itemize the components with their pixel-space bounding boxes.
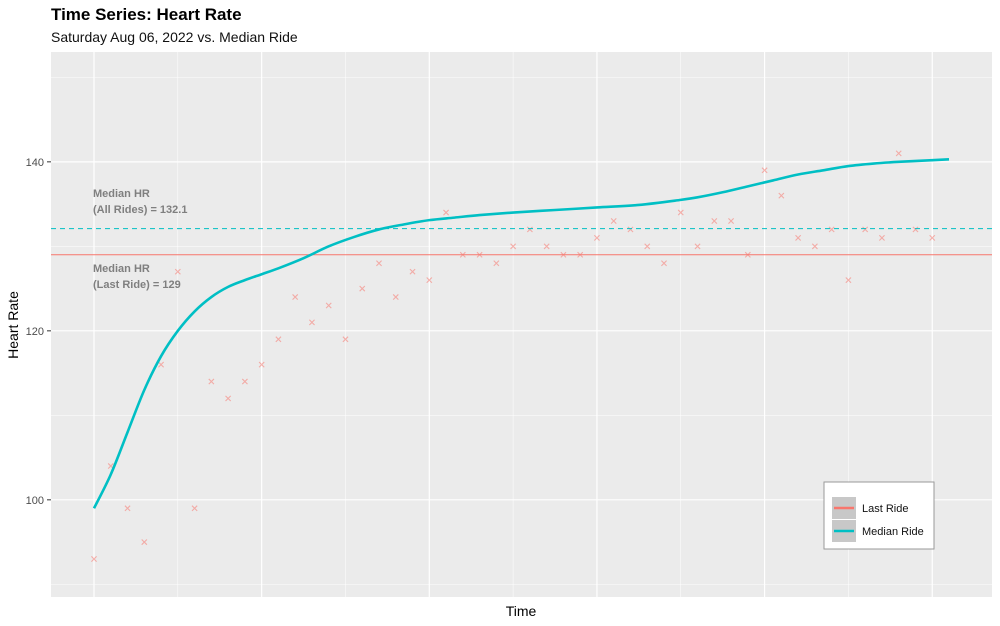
last-ride-points [91, 150, 936, 562]
last-ride-point [392, 294, 399, 301]
last-ride-point [342, 336, 349, 343]
last-ride-point [376, 260, 382, 267]
last-ride-point [158, 361, 165, 368]
last-ride-point [795, 234, 802, 241]
median-ride-line [92, 158, 950, 509]
legend: Last Ride Median Ride [823, 481, 935, 550]
y-axis: 100 120 140 [26, 157, 51, 507]
y-tick-label: 120 [26, 326, 44, 338]
last-ride-point [308, 319, 315, 326]
last-ride-point [141, 539, 148, 546]
last-ride-point [778, 192, 785, 199]
last-ride-point [811, 243, 818, 250]
annotation-last-ride-line2: (Last Ride) = 129 [93, 279, 181, 291]
last-ride-point [878, 234, 885, 241]
last-ride-point [677, 209, 684, 216]
annotation-all-rides-line2: (All Rides) = 132.1 [93, 204, 187, 216]
last-ride-point [728, 218, 735, 224]
last-ride-point [627, 226, 634, 233]
last-ride-point [258, 361, 265, 368]
last-ride-point [493, 260, 500, 267]
y-tick-label: 140 [26, 157, 44, 169]
last-ride-point [174, 268, 181, 275]
last-ride-point [91, 555, 97, 562]
y-tick-label: 100 [26, 495, 44, 507]
last-ride-point [543, 243, 550, 250]
last-ride-point [761, 167, 768, 174]
last-ride-point [241, 378, 248, 385]
last-ride-point [325, 302, 332, 309]
y-axis-title: Heart Rate [5, 291, 21, 359]
chart-title: Time Series: Heart Rate [51, 5, 242, 24]
last-ride-point [124, 505, 131, 512]
last-ride-point [275, 336, 282, 343]
last-ride-point [526, 226, 533, 233]
x-axis-title: Time [506, 603, 537, 619]
last-ride-point [895, 150, 902, 157]
annotation-last-ride-line1: Median HR [93, 263, 150, 275]
last-ride-point [426, 277, 433, 284]
last-ride-point [409, 268, 416, 275]
last-ride-point [694, 243, 701, 250]
last-ride-point [443, 209, 450, 216]
last-ride-point [593, 234, 600, 241]
last-ride-point [828, 226, 835, 233]
last-ride-point [610, 218, 617, 224]
last-ride-point [862, 226, 869, 233]
annotation-all-rides-line1: Median HR [93, 188, 150, 200]
last-ride-point [225, 395, 232, 402]
last-ride-point [912, 226, 919, 233]
chart-subtitle: Saturday Aug 06, 2022 vs. Median Ride [51, 29, 298, 45]
last-ride-point [661, 260, 667, 267]
last-ride-point [644, 243, 651, 250]
last-ride-point [510, 243, 517, 250]
last-ride-point [711, 218, 718, 224]
grid-minor [51, 52, 992, 597]
legend-label-median-ride: Median Ride [862, 526, 924, 538]
last-ride-point [929, 234, 936, 241]
last-ride-point [359, 285, 366, 292]
legend-label-last-ride: Last Ride [862, 503, 908, 515]
last-ride-point [292, 294, 299, 301]
last-ride-point [208, 378, 215, 385]
last-ride-point [191, 505, 198, 512]
last-ride-point [845, 277, 852, 284]
